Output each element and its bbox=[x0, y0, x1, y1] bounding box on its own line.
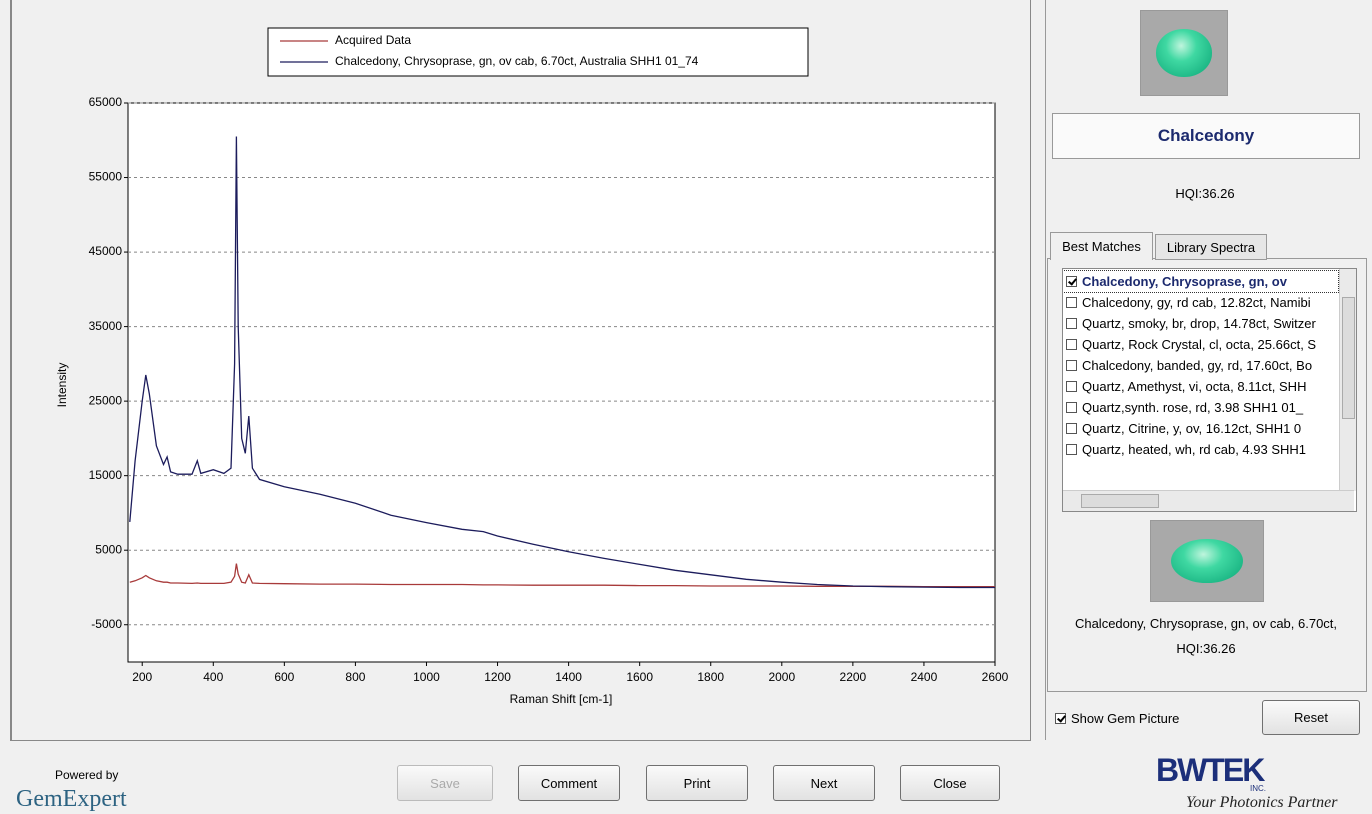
gem-picture bbox=[1140, 10, 1228, 96]
x-axis-label: Raman Shift [cm-1] bbox=[510, 692, 613, 706]
h-scroll-thumb[interactable] bbox=[1081, 494, 1159, 508]
close-button[interactable]: Close bbox=[900, 765, 1000, 801]
tab[interactable]: Best Matches bbox=[1050, 232, 1153, 260]
match-hqi: HQI:36.26 bbox=[1176, 641, 1236, 656]
hqi: HQI:36.26 bbox=[1175, 186, 1235, 201]
checkbox[interactable] bbox=[1066, 318, 1077, 329]
y-tick-label: 5000 bbox=[95, 542, 122, 556]
match-label: Quartz, Citrine, y, ov, 16.12ct, SHH1 0 bbox=[1082, 421, 1302, 436]
x-tick-label: 2200 bbox=[840, 670, 867, 684]
checkbox[interactable] bbox=[1066, 402, 1077, 413]
y-axis-label: Intensity bbox=[55, 363, 69, 408]
match-item[interactable]: Quartz, Amethyst, vi, octa, 8.11ct, SHH bbox=[1063, 376, 1338, 397]
y-tick-label: 35000 bbox=[89, 319, 123, 333]
show-picture[interactable]: Show Gem Picture bbox=[1055, 711, 1179, 726]
x-tick-label: 2600 bbox=[982, 670, 1009, 684]
x-tick-label: 1800 bbox=[697, 670, 724, 684]
series-line bbox=[129, 136, 995, 589]
checkbox[interactable] bbox=[1066, 339, 1077, 350]
chart: Raman Shift [cm-1] Intensity -5000 5000 15… bbox=[55, 27, 1009, 706]
plot-area bbox=[127, 102, 996, 663]
next-button[interactable]: Next bbox=[773, 765, 875, 801]
match-label: Quartz,synth. rose, rd, 3.98 SHH1 01_ bbox=[1082, 400, 1304, 415]
legend-label: Chalcedony, Chrysoprase, gn, ov cab, 6.7… bbox=[335, 54, 699, 68]
y-tick-label: 45000 bbox=[89, 244, 123, 258]
x-tick-label: 1000 bbox=[413, 670, 440, 684]
match-item[interactable]: Chalcedony, banded, gy, rd, 17.60ct, Bo bbox=[1063, 355, 1338, 376]
save-button[interactable]: Save bbox=[397, 765, 493, 801]
v-scroll-thumb[interactable] bbox=[1342, 297, 1355, 419]
y-tick-label: 15000 bbox=[89, 468, 123, 482]
y-tick-label: 55000 bbox=[89, 170, 123, 184]
legend-label: Acquired Data bbox=[335, 33, 411, 47]
result-name: Chalcedony bbox=[1052, 113, 1360, 159]
match-label: Chalcedony, Chrysoprase, gn, ov bbox=[1082, 274, 1287, 289]
x-tick-label: 800 bbox=[345, 670, 365, 684]
checkbox[interactable] bbox=[1066, 276, 1077, 287]
checkbox[interactable] bbox=[1066, 360, 1077, 371]
match-item[interactable]: Quartz, Rock Crystal, cl, octa, 25.66ct,… bbox=[1063, 334, 1338, 355]
match-item[interactable]: Chalcedony, gy, rd cab, 12.82ct, Namibi bbox=[1063, 292, 1338, 313]
checkbox[interactable] bbox=[1066, 381, 1077, 392]
y-tick-label: 25000 bbox=[89, 393, 123, 407]
match-list: Chalcedony, Chrysoprase, gn, ov Chalcedon… bbox=[1062, 268, 1357, 512]
y-tick-label: -5000 bbox=[91, 617, 122, 631]
match-label: Quartz, Amethyst, vi, octa, 8.11ct, SHH bbox=[1082, 379, 1307, 394]
series-line bbox=[129, 563, 995, 588]
match-item[interactable]: Quartz,synth. rose, rd, 3.98 SHH1 01_ bbox=[1063, 397, 1338, 418]
checkbox[interactable] bbox=[1066, 444, 1077, 455]
x-tick-label: 1600 bbox=[626, 670, 653, 684]
tab[interactable]: Library Spectra bbox=[1155, 234, 1267, 260]
x-tick-label: 600 bbox=[274, 670, 294, 684]
x-tick-label: 2400 bbox=[911, 670, 938, 684]
checkbox[interactable] bbox=[1066, 297, 1077, 308]
match-picture bbox=[1150, 520, 1264, 602]
match-label: Quartz, heated, wh, rd cab, 4.93 SHH1 bbox=[1082, 442, 1307, 457]
x-tick-label: 1200 bbox=[484, 670, 511, 684]
checkbox[interactable] bbox=[1055, 713, 1066, 724]
checkbox-label: Show Gem Picture bbox=[1071, 711, 1180, 726]
match-caption: Chalcedony, Chrysoprase, gn, ov cab, 6.7… bbox=[1074, 616, 1338, 631]
v-scrollbar[interactable] bbox=[1339, 269, 1356, 491]
tagline: Your Photonics Partner bbox=[1186, 794, 1338, 811]
print-button[interactable]: Print bbox=[646, 765, 748, 801]
match-item[interactable]: Quartz, Citrine, y, ov, 16.12ct, SHH1 0 bbox=[1063, 418, 1338, 439]
match-item[interactable]: Chalcedony, Chrysoprase, gn, ov bbox=[1063, 270, 1339, 293]
company-logo: BWTEK bbox=[1156, 752, 1265, 788]
x-tick-label: 400 bbox=[203, 670, 223, 684]
powered-by: Powered by bbox=[55, 768, 119, 782]
company-suffix: INC. bbox=[1250, 784, 1266, 793]
x-tick-label: 200 bbox=[132, 670, 152, 684]
legend-box bbox=[267, 27, 809, 77]
match-label: Chalcedony, banded, gy, rd, 17.60ct, Bo bbox=[1082, 358, 1313, 373]
match-label: Quartz, Rock Crystal, cl, octa, 25.66ct,… bbox=[1082, 337, 1317, 352]
match-label: Quartz, smoky, br, drop, 14.78ct, Switze… bbox=[1082, 316, 1316, 331]
match-item[interactable]: Quartz, heated, wh, rd cab, 4.93 SHH1 bbox=[1063, 439, 1338, 460]
h-scrollbar[interactable] bbox=[1063, 490, 1354, 511]
x-tick-label: 1400 bbox=[555, 670, 582, 684]
y-tick-label: 65000 bbox=[89, 95, 123, 109]
reset-button[interactable]: Reset bbox=[1262, 700, 1360, 735]
product-logo: GemExpert bbox=[16, 786, 127, 812]
checkbox[interactable] bbox=[1066, 423, 1077, 434]
panel-divider bbox=[1045, 0, 1046, 740]
comment-button[interactable]: Comment bbox=[518, 765, 620, 801]
match-label: Chalcedony, gy, rd cab, 12.82ct, Namibi bbox=[1082, 295, 1311, 310]
match-items: Chalcedony, Chrysoprase, gn, ov Chalcedon… bbox=[1063, 270, 1339, 460]
x-tick-label: 2000 bbox=[768, 670, 795, 684]
match-item[interactable]: Quartz, smoky, br, drop, 14.78ct, Switze… bbox=[1063, 313, 1338, 334]
